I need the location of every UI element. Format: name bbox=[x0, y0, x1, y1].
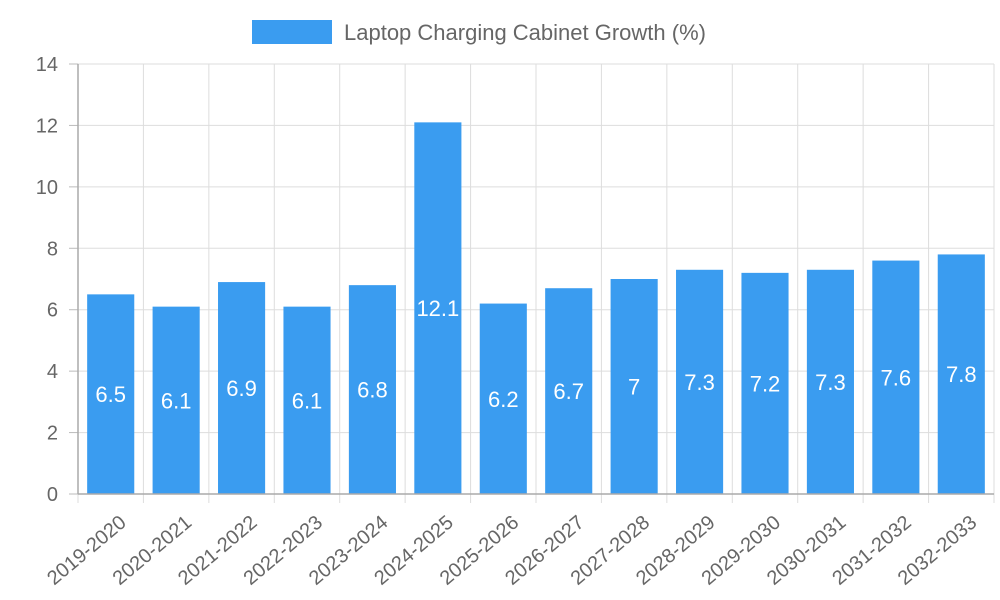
y-tick-label: 10 bbox=[36, 177, 58, 199]
data-label: 6.8 bbox=[357, 378, 388, 403]
data-label: 6.5 bbox=[95, 382, 126, 407]
y-tick-label: 0 bbox=[47, 484, 58, 506]
bars bbox=[87, 122, 985, 494]
bar[interactable] bbox=[283, 306, 331, 494]
bar[interactable] bbox=[348, 285, 396, 494]
bar[interactable] bbox=[414, 122, 462, 494]
data-label: 7 bbox=[628, 375, 640, 400]
bar[interactable] bbox=[676, 269, 724, 494]
y-tick-label: 2 bbox=[47, 423, 58, 445]
data-label: 6.9 bbox=[226, 376, 257, 401]
data-label: 6.1 bbox=[292, 388, 323, 413]
bar[interactable] bbox=[479, 303, 527, 494]
legend-swatch bbox=[252, 20, 332, 44]
data-label: 6.2 bbox=[488, 387, 519, 412]
y-tick-label: 14 bbox=[36, 54, 58, 76]
y-tick-label: 12 bbox=[36, 115, 58, 137]
data-label: 7.6 bbox=[881, 365, 912, 390]
data-label: 7.3 bbox=[815, 370, 846, 395]
data-label: 6.7 bbox=[553, 379, 584, 404]
data-label: 7.8 bbox=[946, 362, 977, 387]
bar[interactable] bbox=[152, 306, 200, 494]
bar[interactable] bbox=[545, 288, 593, 494]
data-label: 7.3 bbox=[684, 370, 715, 395]
y-tick-label: 4 bbox=[47, 361, 58, 383]
bar[interactable] bbox=[806, 269, 854, 494]
bar[interactable] bbox=[218, 282, 266, 494]
bar[interactable] bbox=[937, 254, 985, 494]
data-label: 6.1 bbox=[161, 388, 192, 413]
bar[interactable] bbox=[872, 260, 920, 494]
data-label: 12.1 bbox=[416, 296, 459, 321]
legend[interactable]: Laptop Charging Cabinet Growth (%) bbox=[252, 20, 706, 45]
data-label: 7.2 bbox=[750, 371, 781, 396]
y-tick-label: 8 bbox=[47, 238, 58, 260]
legend-label: Laptop Charging Cabinet Growth (%) bbox=[344, 20, 706, 45]
bar[interactable] bbox=[87, 294, 135, 494]
bar[interactable] bbox=[741, 272, 789, 494]
axes bbox=[69, 63, 994, 495]
gridlines bbox=[77, 63, 995, 503]
bar[interactable] bbox=[610, 279, 658, 494]
y-tick-label: 6 bbox=[47, 300, 58, 322]
